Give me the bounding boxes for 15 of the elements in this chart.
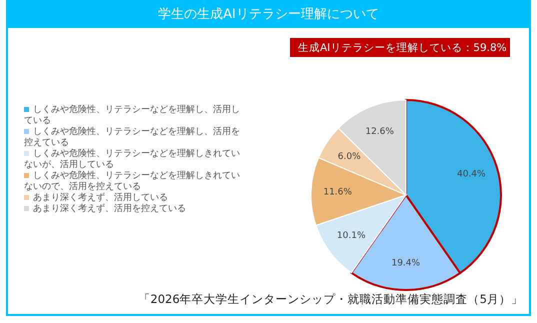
data-label: 12.6%: [365, 126, 394, 137]
text: 生成AIリテラシーを理解している：59.8%: [290, 38, 510, 57]
data-label: 6.0%: [338, 152, 362, 162]
data-label: 19.4%: [391, 258, 421, 268]
data-label: 10.1%: [336, 230, 366, 241]
text: 「2026年卒大学生インターンシップ・就職活動準備実態調査（5月）」: [138, 292, 523, 307]
legend-label: しくみや危険性、リテラシーなどを理解しきれていないので、活用を控えている: [24, 171, 240, 192]
legend-label: しくみや危険性、リテラシーなどを理解し、活用を控えている: [24, 127, 240, 148]
legend-label: しくみや危険性、リテラシーなどを理解し、活用している: [24, 105, 240, 126]
legend-label: あまり深く考えず、活用を控えている: [33, 204, 186, 214]
data-label: 40.4%: [456, 170, 486, 180]
legend-label: あまり深く考えず、活用している: [33, 193, 168, 203]
data-label: 11.6%: [323, 187, 352, 198]
chart-title: 学生の生成AIリテラシー理解について: [6, 0, 531, 28]
legend-label: しくみや危険性、リテラシーなどを理解しきれていないが、活用している: [24, 149, 240, 170]
